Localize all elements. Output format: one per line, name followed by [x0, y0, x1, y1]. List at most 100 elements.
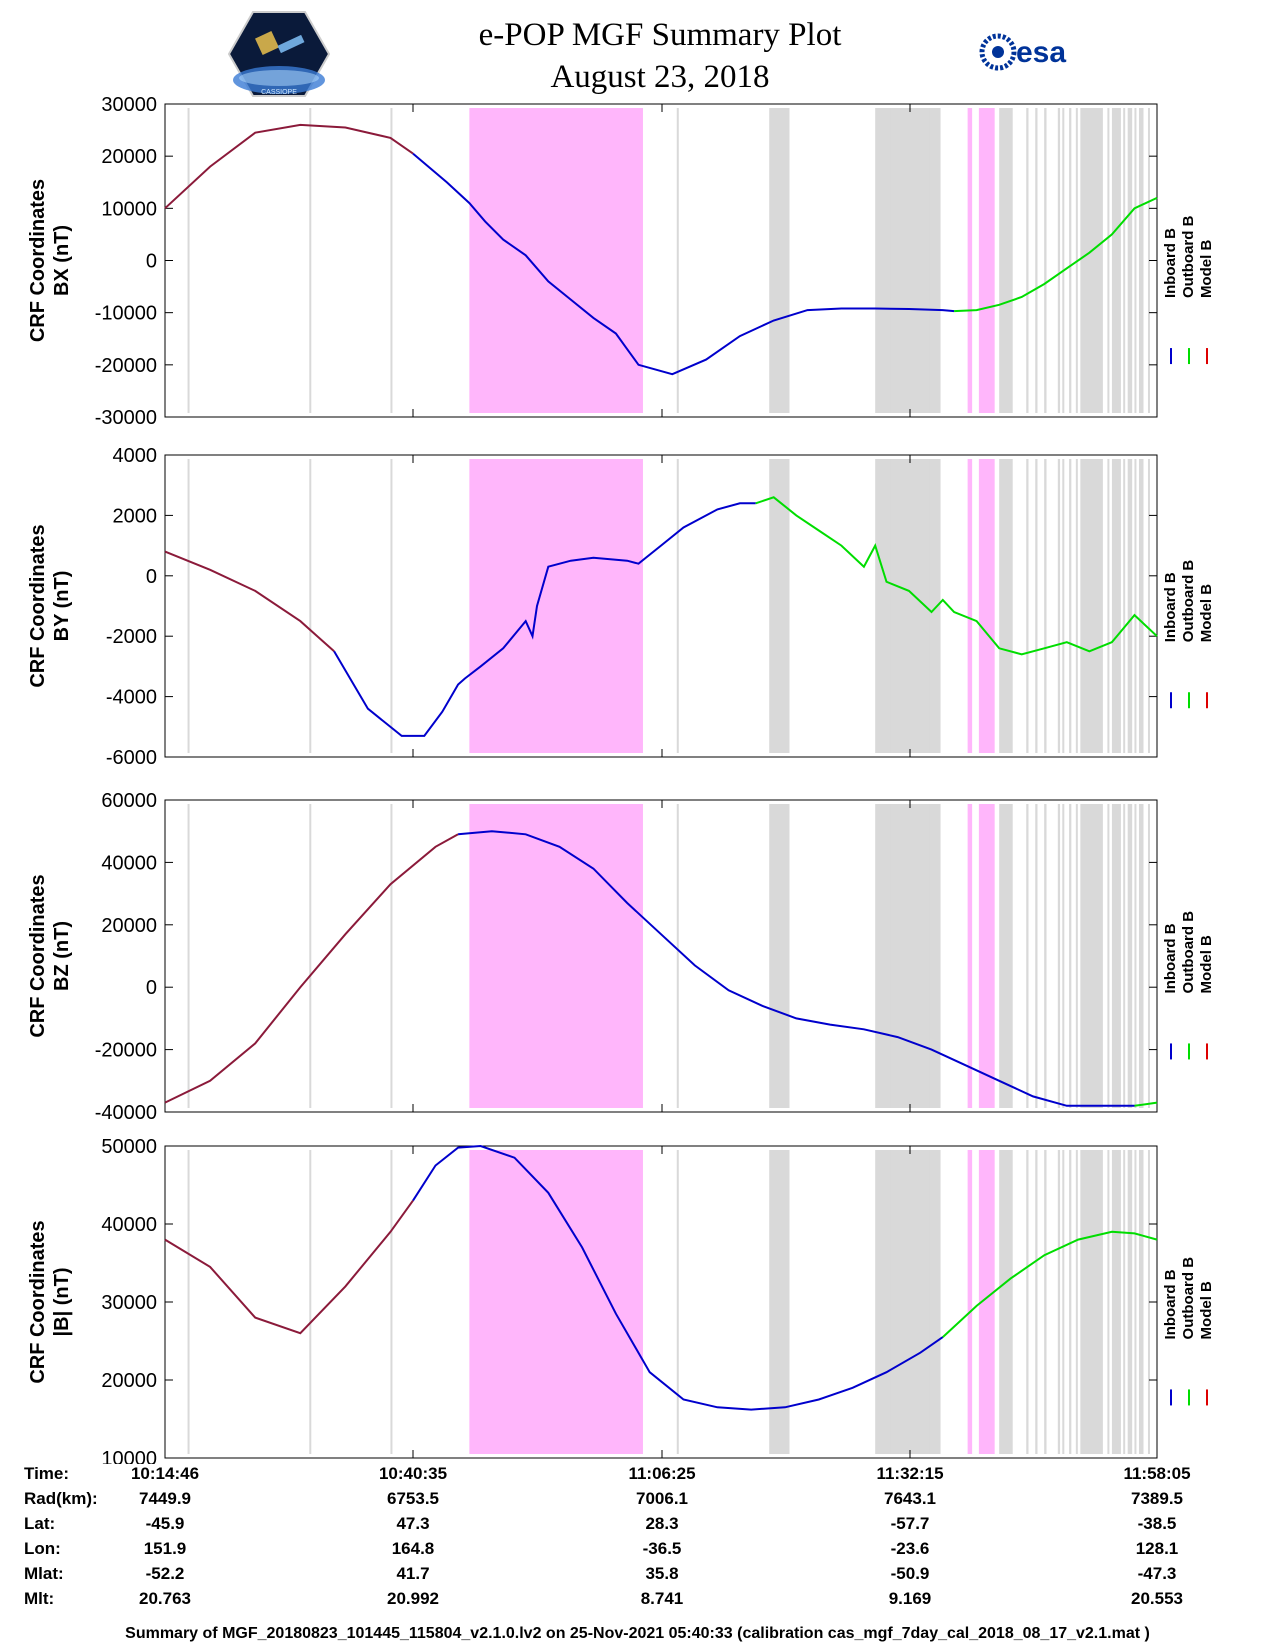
- info-label: Mlt:: [24, 1589, 55, 1608]
- y-tick-label: 60000: [101, 790, 157, 812]
- info-value: 8.741: [640, 1589, 684, 1608]
- eclipse-band: [1138, 459, 1144, 753]
- y-tick-label: 10000: [101, 1448, 157, 1464]
- eclipse-line: [1123, 108, 1126, 413]
- eclipse-line: [1044, 804, 1047, 1108]
- y-tick-label: -10000: [95, 303, 157, 325]
- y-axis-label-line1: CRF Coordinates: [27, 179, 49, 342]
- region-band: [967, 804, 973, 1108]
- eclipse-band: [875, 804, 941, 1108]
- legend-model: Model B: [1198, 240, 1215, 298]
- eclipse-line: [390, 459, 393, 753]
- eclipse-line: [899, 108, 902, 413]
- eclipse-line: [909, 804, 911, 1108]
- legend-inboard: Inboard B: [1162, 572, 1179, 642]
- title-line-2: August 23, 2018: [550, 59, 770, 95]
- eclipse-line: [1062, 1150, 1065, 1454]
- eclipse-band: [1127, 1150, 1133, 1454]
- info-value: -36.5: [642, 1539, 682, 1558]
- eclipse-band: [1127, 108, 1133, 413]
- footer-caption: Summary of MGF_20180823_101445_115804_v2…: [125, 1625, 1150, 1642]
- eclipse-band: [1026, 459, 1029, 753]
- series-inboard-b: [412, 152, 955, 376]
- eclipse-band: [1035, 804, 1038, 1108]
- eclipse-line: [927, 1150, 930, 1454]
- eclipse-band: [875, 1150, 941, 1454]
- series-inboard-b: [412, 1144, 944, 1411]
- eclipse-band: [1111, 108, 1121, 413]
- eclipse-band: [1026, 804, 1029, 1108]
- y-axis-label-line2: BY (nT): [51, 571, 73, 642]
- eclipse-band: [1069, 804, 1072, 1108]
- info-value: 151.9: [143, 1539, 187, 1558]
- panel-1: 30000 20000 10000 0 -10000 -20000 -30000 CRF Co…: [27, 94, 1215, 429]
- eclipse-band: [1127, 804, 1133, 1108]
- eclipse-band: [1138, 804, 1144, 1108]
- eclipse-line: [1062, 804, 1065, 1108]
- panel-4: 50000 40000 30000 20000 10000 CRF Coordinates…: [27, 1136, 1215, 1464]
- eclipse-band: [1069, 108, 1072, 413]
- eclipse-line: [899, 459, 902, 753]
- eclipse-band: [1057, 108, 1061, 413]
- eclipse-band: [1026, 108, 1029, 413]
- series-inboard-b: [333, 502, 756, 737]
- legend-inboard: Inboard B: [1162, 923, 1179, 993]
- y-axis-label: CRF Coordinates |B| (nT): [27, 1220, 73, 1383]
- eclipse-line: [187, 1150, 190, 1454]
- legend-model: Model B: [1198, 584, 1215, 642]
- eclipse-line: [909, 1150, 911, 1454]
- eclipse-line: [1044, 1150, 1047, 1454]
- eclipse-line: [1089, 459, 1092, 753]
- info-value: 28.3: [645, 1514, 679, 1533]
- y-tick-label: 10000: [101, 198, 157, 220]
- eclipse-line: [927, 108, 930, 413]
- eclipse-line: [676, 804, 679, 1108]
- info-value: 20.553: [1131, 1589, 1183, 1608]
- series-outboard-b: [1134, 1101, 1158, 1107]
- eclipse-band: [1111, 1150, 1121, 1454]
- legend-inboard: Inboard B: [1162, 1269, 1179, 1339]
- y-tick-label: 40000: [101, 852, 157, 874]
- cassiope-mission-logo: CASSIOPE: [228, 11, 330, 97]
- info-value: 10:14:46: [130, 1464, 200, 1483]
- eclipse-line: [918, 1150, 921, 1454]
- y-tick-label: -20000: [95, 1040, 157, 1062]
- logo-right-text: esa: [1016, 36, 1066, 69]
- info-label: Rad(km):: [24, 1489, 98, 1508]
- info-value: 7006.1: [636, 1489, 688, 1508]
- info-value: 9.169: [888, 1589, 932, 1608]
- eclipse-line: [1147, 1150, 1150, 1454]
- series-model-b: [164, 833, 459, 1104]
- title-line-1: e-POP MGF Summary Plot: [478, 17, 842, 53]
- series-model-b: [164, 550, 335, 653]
- region-band: [967, 108, 973, 413]
- eclipse-band: [999, 1150, 1013, 1454]
- legend-outboard: Outboard B: [1180, 560, 1197, 643]
- eclipse-band: [769, 108, 790, 413]
- eclipse-line: [676, 1150, 679, 1454]
- y-tick-label: 0: [146, 977, 157, 999]
- eclipse-band: [1080, 108, 1103, 413]
- y-tick-label: 20000: [101, 915, 157, 937]
- eclipse-band: [1026, 1150, 1029, 1454]
- eclipse-line: [927, 459, 930, 753]
- eclipse-band: [1069, 1150, 1072, 1454]
- info-value: -50.9: [890, 1564, 930, 1583]
- eclipse-line: [1075, 459, 1078, 753]
- info-value: -23.6: [890, 1539, 930, 1558]
- info-value: 11:32:15: [876, 1464, 944, 1483]
- eclipse-band: [1057, 459, 1061, 753]
- eclipse-line: [1107, 1150, 1110, 1454]
- eclipse-line: [1089, 108, 1092, 413]
- info-value: -52.2: [145, 1564, 185, 1583]
- info-row: Mlt: 20.763 20.992 8.741 9.169 20.553: [0, 1589, 1275, 1613]
- info-label: Lat:: [24, 1514, 56, 1533]
- info-value: -57.7: [890, 1514, 930, 1533]
- region-band: [469, 1150, 643, 1454]
- esa-logo: esa: [979, 33, 1066, 71]
- info-value: -38.5: [1137, 1514, 1177, 1533]
- eclipse-line: [890, 459, 893, 753]
- y-axis-label: CRF Coordinates BY (nT): [27, 524, 73, 687]
- panel-2: 4000 2000 0 -2000 -4000 -6000 CRF Coordinates B…: [27, 445, 1215, 769]
- y-tick-label: 20000: [101, 146, 157, 168]
